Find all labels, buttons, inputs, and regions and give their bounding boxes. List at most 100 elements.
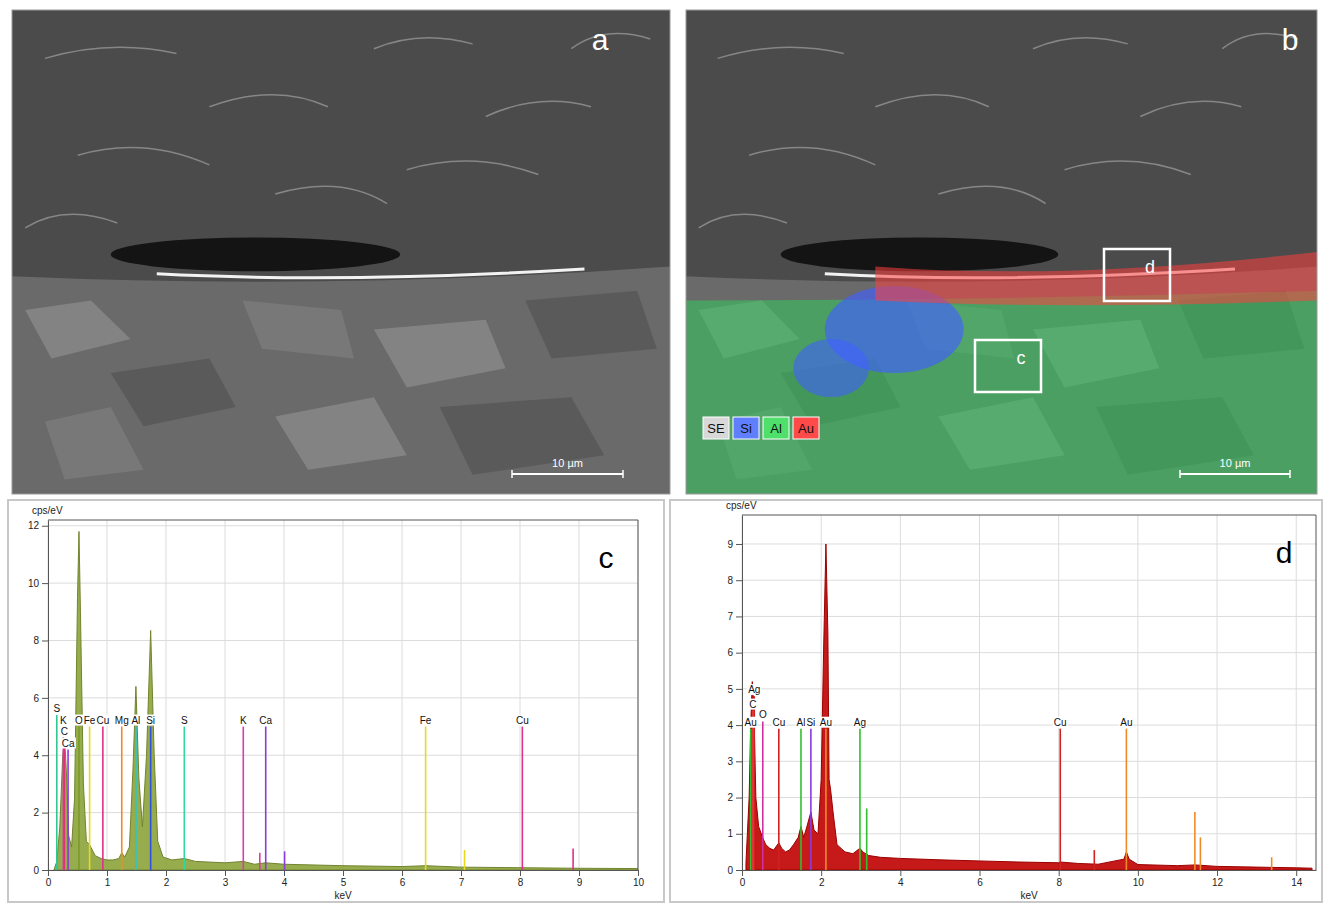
element-label: Ag <box>854 717 866 728</box>
image-streak <box>407 161 539 174</box>
tick: 7 <box>727 611 742 622</box>
tick: 8 <box>727 575 742 586</box>
element-line <box>778 729 780 870</box>
legend-swatch <box>793 417 819 439</box>
legend-swatch <box>763 417 789 439</box>
tick-label: 2 <box>33 807 39 818</box>
tick-label: 5 <box>341 877 347 888</box>
label-patch <box>239 715 248 726</box>
element-label: Ca <box>259 715 272 726</box>
image-ground <box>12 10 670 494</box>
panel-frame <box>12 10 670 494</box>
tick-mark <box>821 870 822 876</box>
element-line <box>89 727 91 870</box>
tick-mark <box>42 755 48 756</box>
tick: 8 <box>33 635 48 646</box>
element-line <box>56 715 58 870</box>
y-axis-title: cps/eV <box>726 500 757 511</box>
tick-label: 8 <box>727 575 733 586</box>
label-patch <box>258 715 273 726</box>
grid-line <box>979 515 980 870</box>
plot-frame <box>1316 515 1317 870</box>
tick-mark <box>1217 870 1218 876</box>
tick-label: 6 <box>977 877 983 888</box>
element-label: Au <box>745 717 757 728</box>
element-label: O <box>759 709 767 720</box>
image-fragment <box>440 397 605 474</box>
tick: 4 <box>898 870 904 888</box>
element-label: Cu <box>1054 717 1067 728</box>
element-label: Cu <box>516 715 529 726</box>
element-label: Au <box>820 717 832 728</box>
image-fragment <box>111 358 236 426</box>
tick: 7 <box>459 870 465 888</box>
element-line <box>1094 850 1096 870</box>
element-label: Fe <box>420 715 432 726</box>
label-patch <box>60 726 69 737</box>
grid-line <box>742 515 743 870</box>
element-line <box>150 727 152 870</box>
label-patch <box>758 709 768 720</box>
tick: 5 <box>341 870 347 888</box>
scale-bar-end <box>622 470 624 478</box>
panel-label: d <box>1276 536 1293 569</box>
tick-mark <box>42 813 48 814</box>
axis-line <box>743 870 1317 871</box>
tick: 4 <box>282 870 288 888</box>
tick-mark <box>736 798 742 799</box>
element-line <box>752 711 754 870</box>
tick: 8 <box>1056 870 1062 888</box>
tick-label: 2 <box>164 877 170 888</box>
x-axis-title: keV <box>334 890 352 901</box>
legend-label: SE <box>707 421 725 436</box>
grid-line <box>48 520 49 870</box>
region-box <box>1104 249 1170 301</box>
element-label: Cu <box>96 715 109 726</box>
tick-label: 1 <box>105 877 111 888</box>
element-label: Fe <box>84 715 96 726</box>
label-patch <box>515 715 530 726</box>
legend-label: Al <box>770 421 782 436</box>
tick-label: 0 <box>727 865 733 876</box>
tick-label: 4 <box>727 720 733 731</box>
panel-frame <box>686 10 1317 494</box>
tick-mark <box>42 640 48 641</box>
tick-mark <box>638 870 639 876</box>
sem-image <box>686 10 1317 494</box>
tick-label: 3 <box>223 877 229 888</box>
image-fragment <box>275 397 407 470</box>
tick-label: 5 <box>727 684 733 695</box>
image-streak <box>938 186 1045 203</box>
region-label: d <box>1145 257 1155 277</box>
element-line <box>135 727 137 870</box>
plot-area <box>746 544 1312 870</box>
element-labels: AgCAuOCuAlSiAuAgCuAu <box>744 684 1134 728</box>
tick-mark <box>736 689 742 690</box>
y-axis-title: cps/eV <box>32 505 63 516</box>
image-streak <box>1033 38 1128 49</box>
label-patch <box>61 738 76 749</box>
axis-line <box>48 521 49 871</box>
element-label: K <box>240 715 247 726</box>
tick: 6 <box>400 870 406 888</box>
tick: 6 <box>33 693 48 704</box>
tick-mark <box>107 870 108 876</box>
label-patch <box>744 717 758 728</box>
tick-label: 8 <box>518 877 524 888</box>
tick-mark <box>343 870 344 876</box>
tick-mark <box>225 870 226 876</box>
tick: 1 <box>727 828 742 839</box>
tick-label: 1 <box>727 828 733 839</box>
element-labels: SKCCaOFeCuMgAlSiSKCaFeCu <box>52 703 529 748</box>
grid-line <box>107 520 108 870</box>
tick: 8 <box>518 870 524 888</box>
sem-image <box>12 10 670 494</box>
tick-label: 4 <box>282 877 288 888</box>
grid-line <box>48 583 638 584</box>
tick-mark <box>980 870 981 876</box>
grid-line <box>343 520 344 870</box>
tick-mark <box>900 870 901 876</box>
grid-line <box>900 515 901 870</box>
panel-label: b <box>1282 23 1299 56</box>
grid-line <box>1058 515 1059 870</box>
